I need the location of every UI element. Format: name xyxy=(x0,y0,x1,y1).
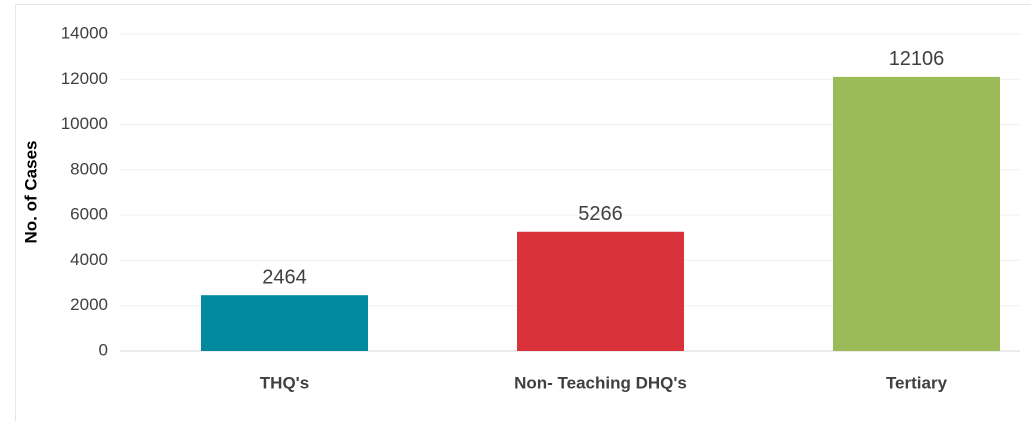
x-tick-label: Non- Teaching DHQ's xyxy=(514,373,687,392)
y-tick-label: 4000 xyxy=(70,250,108,269)
value-label: 5266 xyxy=(578,203,623,225)
bar xyxy=(201,295,368,351)
y-tick-label: 12000 xyxy=(61,69,108,88)
y-tick-label: 10000 xyxy=(61,114,108,133)
bar xyxy=(517,232,684,351)
x-tick-label: THQ's xyxy=(260,373,309,392)
y-tick-label: 2000 xyxy=(70,295,108,314)
y-tick-label: 6000 xyxy=(70,205,108,224)
y-tick-label: 8000 xyxy=(70,159,108,178)
y-tick-label: 0 xyxy=(99,340,108,359)
y-tick-label: 14000 xyxy=(61,23,108,42)
y-axis-title: No. of Cases xyxy=(21,141,40,244)
bar xyxy=(833,77,1000,351)
value-label: 12106 xyxy=(889,48,945,70)
x-tick-label: Tertiary xyxy=(886,373,948,392)
value-label: 2464 xyxy=(262,266,307,288)
